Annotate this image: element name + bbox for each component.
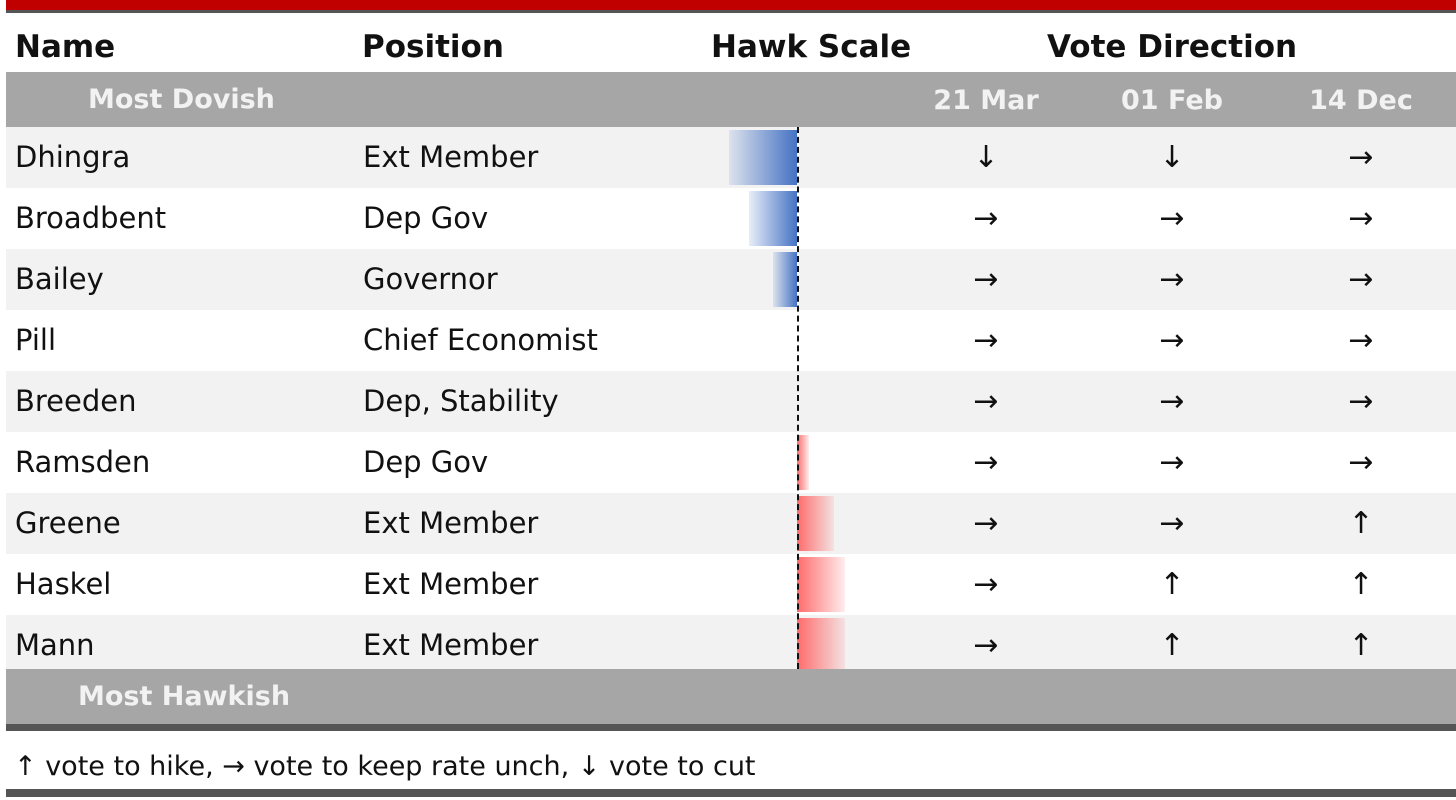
arrow-right-icon: →	[973, 628, 999, 663]
arrow-right-icon: →	[1348, 384, 1374, 419]
arrow-right-icon: →	[1159, 506, 1185, 541]
position-header: Position	[362, 29, 504, 65]
top-accent-rule	[6, 0, 1456, 13]
member-name: Mann	[15, 628, 95, 662]
date-14-dec: 14 Dec	[1309, 85, 1413, 116]
most-dovish-band: Most Dovish 21 Mar 01 Feb 14 Dec	[6, 72, 1456, 127]
arrow-up-icon: ↑	[1348, 567, 1374, 602]
arrow-right-icon: →	[973, 445, 999, 480]
arrow-right-icon: →	[1348, 140, 1374, 175]
arrow-right-icon: →	[1348, 445, 1374, 480]
arrow-right-icon: →	[1159, 445, 1185, 480]
arrow-down-icon: ↓	[973, 140, 999, 175]
table-row: Breeden Dep, Stability → → →	[6, 371, 1456, 432]
table-row: Mann Ext Member → ↑ ↑	[6, 615, 1456, 676]
most-dovish-label: Most Dovish	[88, 84, 275, 115]
table-row: Bailey Governor → → →	[6, 249, 1456, 310]
most-hawkish-label: Most Hawkish	[78, 681, 291, 712]
member-name: Bailey	[15, 262, 104, 296]
member-name: Breeden	[15, 384, 137, 418]
member-name: Greene	[15, 506, 121, 540]
arrow-right-icon: →	[973, 567, 999, 602]
vote-legend: ↑ vote to hike, → vote to keep rate unch…	[14, 751, 756, 782]
hawk-scale-zero-line	[797, 127, 799, 669]
member-position: Dep Gov	[363, 201, 489, 235]
bottom-rule	[6, 789, 1456, 797]
member-position: Chief Economist	[363, 323, 598, 357]
member-position: Dep Gov	[363, 445, 489, 479]
hawkish-bar	[797, 557, 845, 612]
arrow-right-icon: →	[973, 323, 999, 358]
member-position: Ext Member	[363, 628, 539, 662]
table-row: Broadbent Dep Gov → → →	[6, 188, 1456, 249]
arrow-right-icon: →	[973, 201, 999, 236]
arrow-right-icon: →	[1159, 201, 1185, 236]
hawkish-bar	[797, 435, 810, 490]
name-header: Name	[15, 29, 116, 65]
most-hawkish-band: Most Hawkish	[6, 669, 1456, 731]
table-row: Pill Chief Economist → → →	[6, 310, 1456, 371]
table-row: Haskel Ext Member → ↑ ↑	[6, 554, 1456, 615]
arrow-up-icon: ↑	[1348, 628, 1374, 663]
dovish-bar	[749, 191, 797, 246]
arrow-up-icon: ↑	[1159, 628, 1185, 663]
member-position: Ext Member	[363, 140, 539, 174]
member-position: Dep, Stability	[363, 384, 559, 418]
table-row: Ramsden Dep Gov → → →	[6, 432, 1456, 493]
arrow-right-icon: →	[973, 384, 999, 419]
dovish-bar	[729, 130, 797, 185]
table-row: Greene Ext Member → → ↑	[6, 493, 1456, 554]
member-rows: Dhingra Ext Member ↓ ↓ → Broadbent Dep Gov → → → B…	[6, 127, 1456, 676]
arrow-down-icon: ↓	[1159, 140, 1185, 175]
arrow-right-icon: →	[973, 262, 999, 297]
member-name: Pill	[15, 323, 57, 357]
arrow-up-icon: ↑	[1348, 506, 1374, 541]
header-row: Name Position Hawk Scale Vote Direction	[0, 24, 1456, 70]
hawkish-bar	[797, 618, 845, 673]
hawk-scale-header: Hawk Scale	[711, 29, 912, 65]
vote-direction-header: Vote Direction	[1047, 29, 1298, 65]
member-position: Ext Member	[363, 506, 539, 540]
table-row: Dhingra Ext Member ↓ ↓ →	[6, 127, 1456, 188]
member-name: Broadbent	[15, 201, 167, 235]
arrow-right-icon: →	[1348, 201, 1374, 236]
arrow-right-icon: →	[1348, 262, 1374, 297]
arrow-right-icon: →	[1159, 384, 1185, 419]
arrow-right-icon: →	[1159, 323, 1185, 358]
member-position: Governor	[363, 262, 498, 296]
arrow-up-icon: ↑	[1159, 567, 1185, 602]
date-21-mar: 21 Mar	[933, 85, 1039, 116]
arrow-right-icon: →	[1348, 323, 1374, 358]
member-position: Ext Member	[363, 567, 539, 601]
dovish-bar	[773, 252, 797, 307]
hawkish-bar	[797, 496, 835, 551]
date-01-feb: 01 Feb	[1121, 85, 1223, 116]
arrow-right-icon: →	[1159, 262, 1185, 297]
arrow-right-icon: →	[973, 506, 999, 541]
member-name: Dhingra	[15, 140, 131, 174]
member-name: Haskel	[15, 567, 112, 601]
member-name: Ramsden	[15, 445, 151, 479]
